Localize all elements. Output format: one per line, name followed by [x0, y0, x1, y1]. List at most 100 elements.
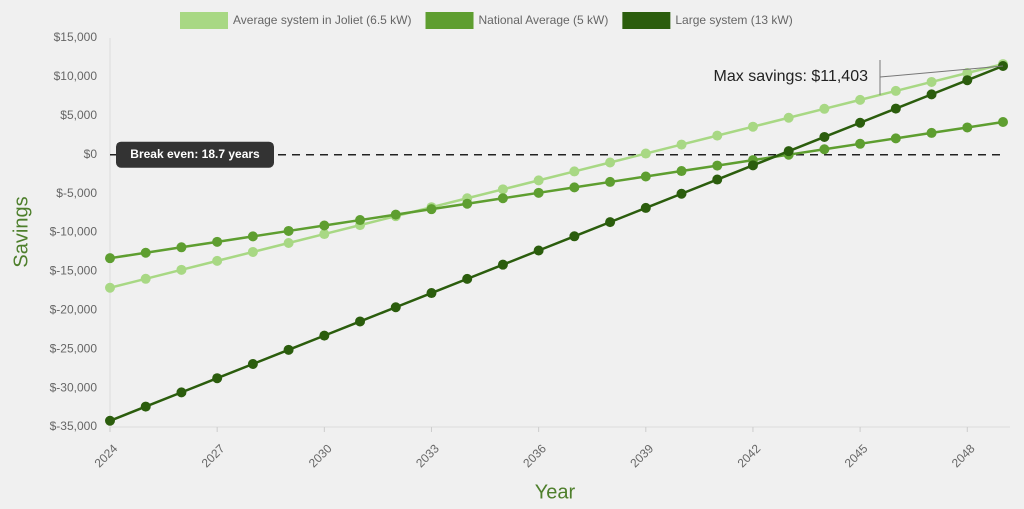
y-tick-label: $10,000 [54, 69, 98, 83]
legend-swatch [622, 12, 671, 29]
data-point [890, 103, 901, 114]
data-point [176, 387, 187, 398]
x-axis-title: Year [535, 481, 576, 503]
data-point [176, 264, 187, 275]
y-tick-label: $-15,000 [50, 264, 98, 278]
x-tick-label: 2030 [306, 441, 335, 470]
data-point [605, 157, 616, 168]
data-point [212, 255, 223, 266]
data-point [497, 193, 508, 204]
y-tick-label: $15,000 [54, 30, 98, 44]
y-tick-label: $-5,000 [56, 186, 97, 200]
data-point [819, 144, 830, 155]
data-point [497, 259, 508, 270]
y-tick-label: $-20,000 [50, 302, 98, 316]
data-point [855, 138, 866, 149]
x-tick-label: 2027 [199, 441, 228, 470]
data-point [212, 373, 223, 384]
data-point [140, 247, 151, 258]
max-savings-label: Max savings: $11,403 [714, 68, 869, 85]
y-tick-label: $5,000 [60, 108, 97, 122]
legend-label: National Average (5 kW) [479, 13, 609, 27]
data-point [497, 184, 508, 195]
data-point [283, 344, 294, 355]
data-point [105, 253, 115, 264]
data-point [105, 282, 115, 293]
data-point [319, 330, 330, 341]
y-tick-label: $-30,000 [50, 380, 98, 394]
annotation-connector [879, 65, 1004, 78]
data-point [747, 121, 758, 132]
data-point [140, 273, 151, 284]
data-point [569, 182, 580, 193]
data-point [998, 117, 1008, 128]
data-point [819, 103, 830, 114]
data-point [962, 68, 973, 79]
data-point [390, 302, 401, 313]
break-even-box [116, 141, 274, 168]
data-point [355, 215, 366, 226]
data-point [176, 242, 187, 253]
series-line [109, 62, 1004, 289]
data-point [462, 198, 473, 209]
x-tick-label: 2048 [949, 441, 978, 470]
data-point [283, 225, 294, 236]
data-point [676, 166, 687, 177]
data-point [533, 175, 544, 186]
data-point [319, 229, 330, 240]
break-even-label: Break even: 18.7 years [130, 147, 260, 161]
data-point [819, 131, 830, 142]
data-point [855, 94, 866, 105]
data-point [890, 133, 901, 144]
data-point [962, 122, 973, 133]
data-point [605, 176, 616, 187]
data-point [462, 273, 473, 284]
data-point [855, 117, 866, 128]
data-point [283, 238, 294, 249]
data-point [640, 171, 651, 182]
x-tick-label: 2039 [627, 441, 656, 470]
data-point [747, 160, 758, 171]
data-point [605, 217, 616, 228]
y-tick-label: $0 [84, 147, 98, 161]
data-point [712, 174, 723, 185]
x-tick-label: 2042 [735, 441, 764, 470]
data-point [926, 89, 937, 100]
data-point [712, 160, 723, 171]
data-point [247, 359, 258, 370]
y-tick-label: $-25,000 [50, 341, 98, 355]
data-point [533, 245, 544, 256]
data-point [390, 209, 401, 220]
series-line [109, 64, 1004, 422]
data-point [140, 401, 151, 412]
x-tick-label: 2045 [842, 441, 871, 470]
data-point [569, 231, 580, 242]
x-tick-label: 2036 [520, 441, 549, 470]
data-point [676, 188, 687, 199]
data-point [890, 85, 901, 96]
data-point [426, 204, 437, 215]
data-point [676, 139, 687, 150]
data-point [426, 288, 437, 299]
data-point [569, 166, 580, 177]
x-tick-label: 2033 [413, 441, 442, 470]
data-point [783, 112, 794, 123]
y-tick-label: $-35,000 [50, 419, 98, 433]
data-point [247, 231, 258, 242]
data-point [247, 246, 258, 257]
series-line [109, 120, 1004, 260]
data-point [926, 76, 937, 87]
data-point [926, 127, 937, 138]
data-point [319, 220, 330, 231]
x-tick-label: 2024 [92, 441, 121, 470]
y-tick-label: $-10,000 [50, 225, 98, 239]
data-point [783, 146, 794, 157]
data-point [962, 75, 973, 86]
data-point [640, 148, 651, 159]
data-point [212, 236, 223, 247]
data-point [533, 187, 544, 198]
legend-swatch [180, 12, 228, 29]
legend-swatch [425, 12, 474, 29]
legend-label: Large system (13 kW) [675, 13, 792, 27]
